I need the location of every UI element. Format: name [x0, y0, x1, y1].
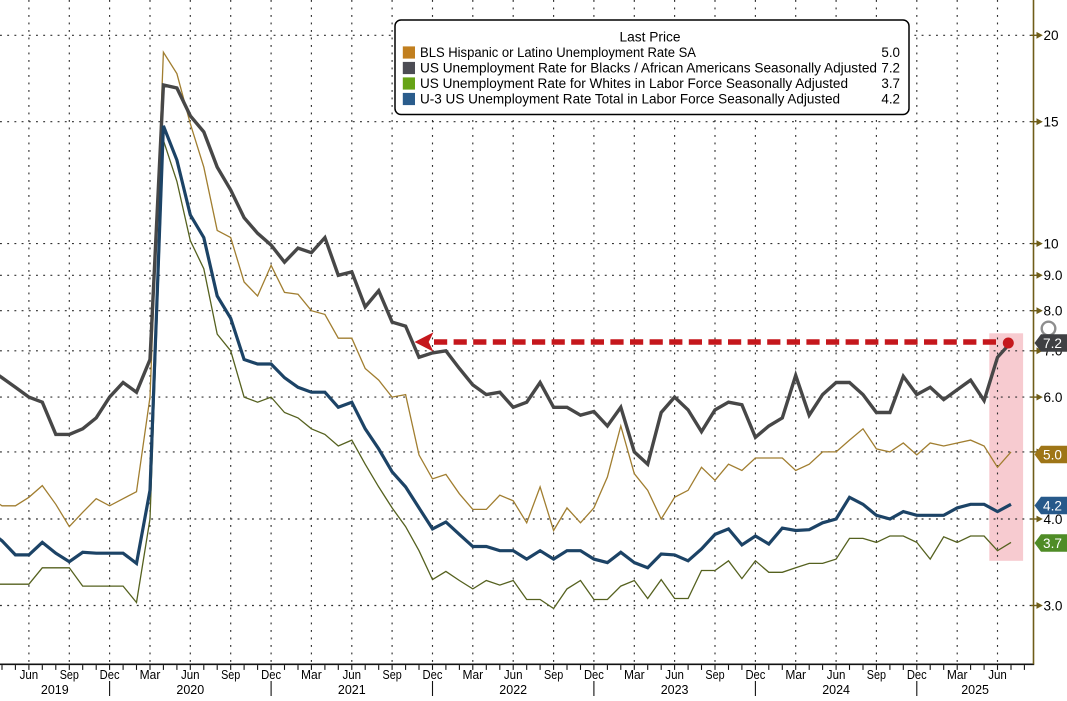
- svg-text:2022: 2022: [499, 682, 527, 696]
- svg-text:2023: 2023: [661, 682, 689, 696]
- svg-text:Last Price: Last Price: [620, 29, 681, 44]
- svg-text:Mar: Mar: [947, 667, 968, 682]
- svg-text:3.0: 3.0: [1044, 598, 1063, 613]
- svg-text:Jun: Jun: [827, 667, 846, 682]
- svg-text:Dec: Dec: [423, 667, 443, 682]
- svg-text:2020: 2020: [176, 682, 204, 696]
- svg-text:Dec: Dec: [261, 667, 281, 682]
- svg-text:Sep: Sep: [383, 667, 402, 682]
- svg-text:Mar: Mar: [301, 667, 322, 682]
- svg-text:Jun: Jun: [343, 667, 362, 682]
- svg-text:Dec: Dec: [745, 667, 765, 682]
- svg-text:Jun: Jun: [504, 667, 523, 682]
- svg-text:2019: 2019: [41, 682, 69, 696]
- svg-text:Jun: Jun: [988, 667, 1007, 682]
- svg-text:6.0: 6.0: [1044, 390, 1063, 405]
- svg-text:5.0: 5.0: [1043, 447, 1062, 462]
- svg-text:Jun: Jun: [665, 667, 684, 682]
- svg-text:8.0: 8.0: [1044, 304, 1063, 319]
- svg-text:15: 15: [1044, 115, 1059, 130]
- svg-text:2024: 2024: [822, 682, 850, 696]
- svg-text:US Unemployment Rate for Black: US Unemployment Rate for Blacks / Africa…: [420, 61, 877, 76]
- svg-text:Dec: Dec: [907, 667, 927, 682]
- svg-text:10: 10: [1044, 236, 1060, 251]
- svg-text:Mar: Mar: [140, 667, 161, 682]
- svg-text:2025: 2025: [961, 682, 989, 696]
- svg-text:Jun: Jun: [181, 667, 200, 682]
- svg-text:9.0: 9.0: [1044, 268, 1063, 283]
- svg-text:7.2: 7.2: [881, 61, 900, 76]
- svg-text:3.7: 3.7: [881, 76, 900, 91]
- svg-text:Dec: Dec: [584, 667, 604, 682]
- svg-text:2021: 2021: [338, 682, 366, 696]
- svg-text:7.2: 7.2: [1043, 336, 1062, 351]
- svg-text:Mar: Mar: [462, 667, 483, 682]
- svg-text:Sep: Sep: [867, 667, 886, 682]
- svg-text:Sep: Sep: [544, 667, 563, 682]
- svg-text:20: 20: [1044, 28, 1060, 43]
- svg-text:US Unemployment Rate for White: US Unemployment Rate for Whites in Labor…: [420, 76, 848, 91]
- svg-text:Dec: Dec: [100, 667, 120, 682]
- svg-text:U-3 US Unemployment Rate Total: U-3 US Unemployment Rate Total in Labor …: [420, 92, 840, 107]
- svg-text:Sep: Sep: [705, 667, 724, 682]
- svg-text:Sep: Sep: [221, 667, 240, 682]
- svg-text:4.2: 4.2: [1043, 498, 1062, 513]
- svg-text:Mar: Mar: [785, 667, 806, 682]
- svg-text:Mar: Mar: [624, 667, 645, 682]
- svg-text:4.2: 4.2: [881, 92, 900, 107]
- svg-text:5.0: 5.0: [881, 45, 900, 60]
- svg-text:BLS Hispanic or Latino Unemplo: BLS Hispanic or Latino Unemployment Rate…: [420, 45, 696, 60]
- svg-text:Sep: Sep: [60, 667, 79, 682]
- svg-text:Jun: Jun: [20, 667, 39, 682]
- svg-text:4.0: 4.0: [1044, 512, 1063, 527]
- svg-text:3.7: 3.7: [1043, 536, 1062, 551]
